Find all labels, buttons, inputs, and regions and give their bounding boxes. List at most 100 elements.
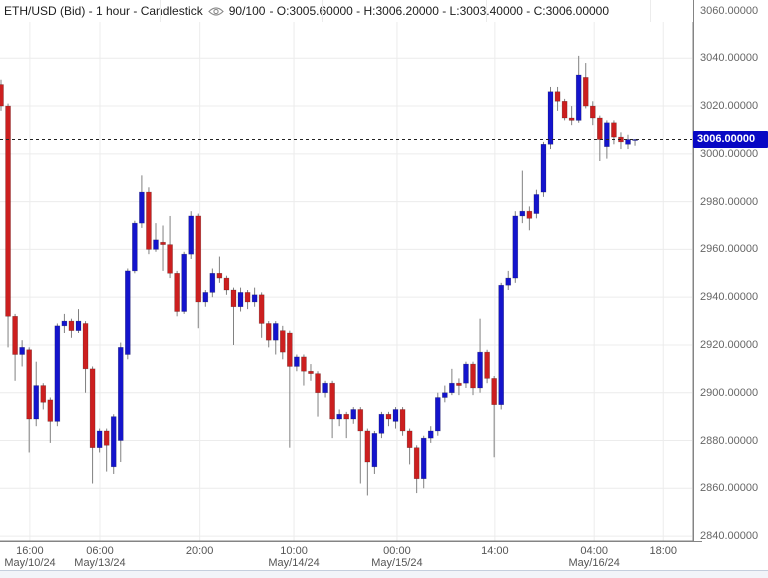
candle-up [294,356,300,367]
candle-down [287,332,293,367]
price-axis-label: 2960.00000 [700,243,759,256]
time-axis-tick-time: 18:00 [649,545,677,557]
price-axis-label: 3020.00000 [700,100,759,113]
price-axis-label: 2920.00000 [700,338,759,351]
ohlc-summary: - O:3005.60000 - H:3006.20000 - L:3003.4… [269,4,610,18]
candle-up [427,430,434,439]
time-axis-tick-date: May/10/24 [4,557,56,569]
candle-up [139,191,145,224]
price-axis-label: 3040.00000 [700,52,759,65]
candle-up [463,363,469,384]
candle-up [61,320,68,327]
candle-up [505,277,512,286]
candle-up [498,284,504,405]
candle-down [146,191,152,250]
time-axis-tick-date: May/14/24 [268,557,320,569]
candle-down [82,323,89,370]
time-axis-tick-time: 00:00 [383,545,411,557]
time-axis-tick-date: May/16/24 [568,557,620,569]
candle-up [237,292,244,308]
candle-down [89,368,96,448]
candle-down [315,373,321,394]
time-axis-tick-time: 20:00 [185,545,214,557]
candle-down [597,117,603,140]
candle-down [561,100,568,119]
candle-down [589,105,596,119]
candle-up [378,413,385,434]
candle-up [322,382,328,394]
bottom-strip [0,570,768,578]
candle-down [364,430,371,463]
chart-title: ETH/USD (Bid) - 1 hour - Candlestick [4,4,203,18]
last-price-label: 3006.00000 [693,131,768,148]
candle-down [26,349,32,420]
title-divider [322,0,323,22]
candle-down [160,241,166,245]
candle-down [456,382,462,386]
candle-up [19,347,25,355]
candle-up [33,385,40,420]
candle-down [40,385,47,403]
candle-up [181,253,187,312]
candle-up [202,292,209,303]
candle-up [625,139,631,145]
candle-down [47,399,54,422]
candle-down [258,294,265,324]
candle-up [477,351,483,389]
candle-up [125,270,131,355]
candle-up [251,294,258,303]
candle-up [392,409,399,422]
candle-down [308,370,314,374]
time-axis-tick-time: 04:00 [580,545,608,557]
candle-down [223,277,230,291]
chart-title-bar: ETH/USD (Bid) - 1 hour - Candlestick 90/… [0,0,693,22]
candle-down [68,320,75,331]
candle-up [434,397,441,432]
candle-up [533,194,540,214]
time-axis[interactable]: 16:00 May/10/24 06:00 May/13/24 20:00 10:00 Ma… [0,542,768,570]
time-axis-tick-date: May/13/24 [74,557,126,569]
time-axis-tick-time: 16:00 [16,545,44,557]
candle-up [604,122,610,147]
candle-up [153,239,159,250]
candle-down [406,430,413,448]
candle-up [575,74,582,121]
candle-up [96,430,103,448]
candle-up [540,143,547,193]
candle-down [399,409,406,432]
time-axis-tick-date: May/15/24 [371,557,423,569]
price-axis[interactable]: 3060.00000 3040.00000 3020.00000 3000.00000… [694,0,768,542]
candle-down [12,315,18,355]
visible-candles-eye-icon[interactable] [207,6,224,17]
candle-up [336,413,342,420]
candle-down [301,356,307,372]
time-axis-tick-time: 10:00 [280,545,308,557]
candle-down [230,289,237,308]
candle-down [167,244,173,274]
price-axis-label: 2980.00000 [700,195,759,208]
candle-down [174,272,180,312]
candle-down [491,378,497,405]
candle-down [470,363,476,389]
price-axis-label: 2940.00000 [700,291,759,304]
title-divider [160,0,161,22]
candle-down [216,272,223,279]
candle-down [554,91,561,102]
title-divider [486,0,487,22]
candle-down [265,323,272,341]
candle-down [582,77,589,107]
price-axis-label: 2900.00000 [700,386,759,399]
time-axis-tick-time: 14:00 [481,545,509,557]
candle-down [279,330,286,353]
candle-down [413,447,420,480]
candle-up [117,347,124,441]
candle-down [343,413,350,420]
title-divider [650,0,651,22]
candle-down [195,215,202,303]
candle-up [512,215,519,279]
candle-down [484,351,490,379]
candle-up [75,320,82,331]
visible-candles-count: 90/100 [228,4,266,18]
